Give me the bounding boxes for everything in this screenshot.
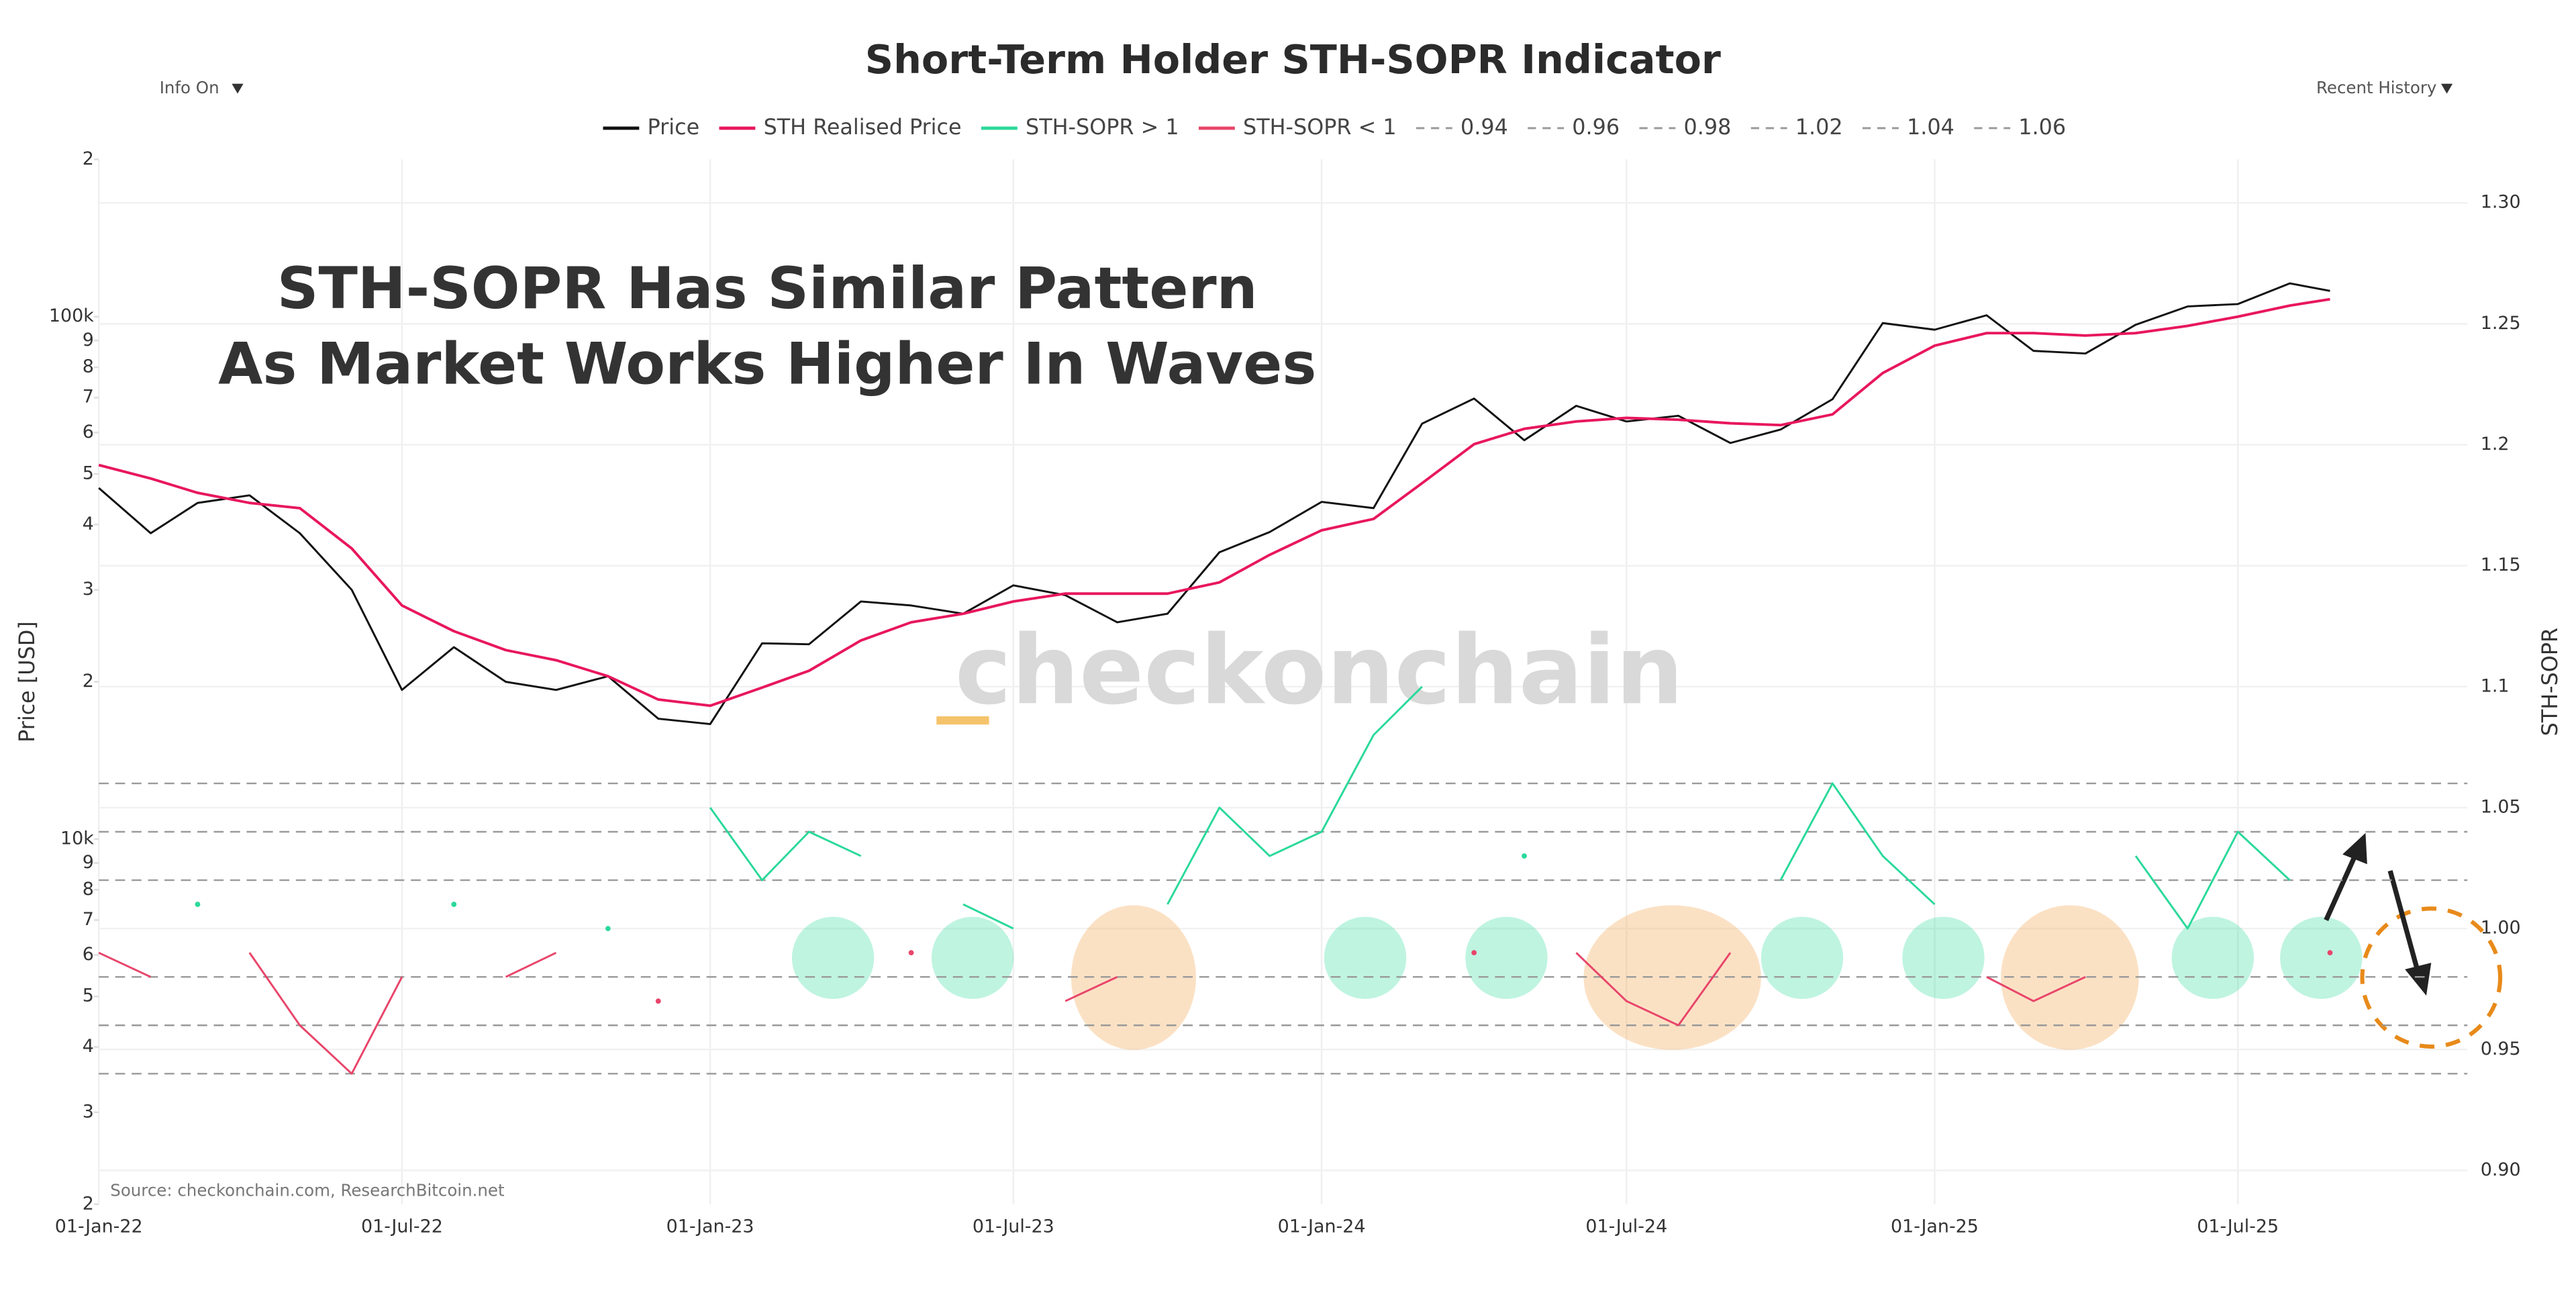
line-point	[655, 998, 661, 1004]
line	[505, 951, 557, 978]
annotation: STH-SOPR Has Similar Pattern	[277, 255, 1258, 322]
line-point	[908, 950, 914, 956]
annotation: As Market Works Higher In Waves	[218, 331, 1316, 398]
y2-tick-label: 0.95	[2481, 1039, 2521, 1059]
line-point	[1471, 950, 1477, 956]
highlight-circle	[1902, 916, 1985, 999]
highlights	[791, 832, 2503, 1050]
legend-label: STH Realised Price	[764, 114, 962, 140]
legend-label: 0.94	[1460, 114, 1508, 140]
legend-label: 0.96	[1572, 114, 1620, 140]
line	[248, 952, 403, 1075]
y-tick-label: 2	[83, 1193, 94, 1214]
line	[1986, 975, 2086, 1002]
y-tick-label: 8	[83, 356, 94, 377]
arrow-down-head	[2405, 963, 2432, 996]
highlight-circle	[1324, 916, 1407, 999]
y-tick-label: 6	[83, 422, 94, 442]
highlight-circle	[791, 916, 875, 999]
highlight-circle	[1465, 916, 1548, 999]
line	[98, 297, 2330, 708]
line	[1064, 975, 1118, 1002]
arrow-up-head	[2342, 832, 2367, 865]
y-tick-label: 7	[83, 387, 94, 408]
x-tick-label: 01-Jul-23	[973, 1216, 1054, 1237]
y-axis-label: Price [USD]	[14, 621, 40, 742]
highlight-ellipse	[2001, 905, 2139, 1050]
line	[1779, 782, 1936, 906]
line	[98, 282, 2330, 726]
y2-tick-label: 1.25	[2481, 313, 2521, 334]
source: Source: checkonchain.com, ResearchBitcoi…	[110, 1180, 505, 1200]
line	[1167, 685, 1423, 905]
y-tick-label: 2	[83, 148, 94, 169]
y-tick-label: 8	[83, 879, 94, 900]
y2-tick-label: 0.90	[2481, 1159, 2521, 1180]
y-tick-label: 9	[83, 330, 94, 350]
chart-title: Short-Term Holder STH-SOPR Indicator	[865, 36, 1721, 83]
grid	[93, 158, 2468, 1206]
y-tick-label: 5	[83, 463, 94, 483]
line-point	[195, 902, 201, 907]
line	[2134, 830, 2291, 930]
x-tick-label: 01-Jul-24	[1585, 1216, 1667, 1237]
legend-label: 0.98	[1684, 114, 1732, 140]
y2-tick-label: 1.00	[2481, 918, 2521, 939]
control-label[interactable]: Recent History	[2316, 78, 2436, 97]
line	[1575, 952, 1732, 1026]
legend-label: 1.04	[1907, 114, 1954, 140]
line	[962, 903, 1014, 930]
y2-tick-label: 1.30	[2481, 192, 2521, 213]
line-point	[2327, 950, 2333, 956]
watermark: checkonchain	[955, 615, 1683, 726]
y-tick-label: 7	[83, 909, 94, 930]
legend-label: STH-SOPR < 1	[1243, 114, 1397, 140]
y-tick-label: 9	[83, 852, 94, 873]
history-control[interactable]: Recent History	[2316, 78, 2453, 97]
future-circle	[2360, 906, 2503, 1049]
y2-tick-label: 1.1	[2481, 675, 2510, 696]
y2-tick-label: 1.05	[2481, 796, 2521, 817]
dropdown-arrow[interactable]	[2440, 83, 2453, 94]
y-tick-label: 10k	[60, 828, 94, 849]
highlight-circle	[2171, 916, 2254, 999]
x-tick-label: 01-Jan-23	[666, 1216, 754, 1237]
dropdown-arrow[interactable]	[232, 83, 244, 94]
legend-label: 1.02	[1795, 114, 1843, 140]
legend-label: Price	[648, 114, 700, 140]
legend-label: 1.06	[2018, 114, 2066, 140]
y-tick-label: 2	[83, 671, 94, 691]
legend-label: STH-SOPR > 1	[1026, 114, 1179, 140]
arrow-down	[2387, 870, 2421, 973]
x-tick-label: 01-Jan-24	[1278, 1216, 1366, 1237]
y-tick-label: 3	[83, 1101, 94, 1122]
y-tick-label: 100k	[49, 305, 94, 326]
highlight-circle	[1761, 916, 1844, 999]
x-tick-label: 01-Jan-25	[1891, 1216, 1979, 1237]
y2-tick-label: 1.2	[2481, 434, 2510, 454]
y-tick-label: 4	[83, 1036, 94, 1057]
line-point	[1522, 853, 1527, 859]
y-tick-label: 5	[83, 986, 94, 1006]
line	[709, 807, 862, 881]
y-tick-label: 4	[83, 514, 94, 534]
x-tick-label: 01-Jul-25	[2197, 1216, 2279, 1237]
x-tick-label: 01-Jan-22	[55, 1216, 143, 1237]
line-point	[605, 926, 611, 932]
highlight-circle	[931, 916, 1014, 999]
y2-tick-label: 1.15	[2481, 555, 2521, 575]
control-label[interactable]: Info On	[160, 78, 219, 97]
info-control[interactable]: Info On	[160, 78, 244, 97]
y-tick-label: 6	[83, 944, 94, 965]
highlight-ellipse	[1583, 905, 1761, 1050]
x-tick-label: 01-Jul-22	[361, 1216, 443, 1237]
y-tick-label: 3	[83, 579, 94, 600]
line-point	[451, 902, 457, 907]
arrow-up	[2324, 853, 2359, 921]
line	[98, 951, 152, 978]
y2-axis-label: STH-SOPR	[2537, 628, 2563, 736]
watermark-mark	[936, 716, 989, 725]
highlight-circle	[2280, 916, 2363, 999]
